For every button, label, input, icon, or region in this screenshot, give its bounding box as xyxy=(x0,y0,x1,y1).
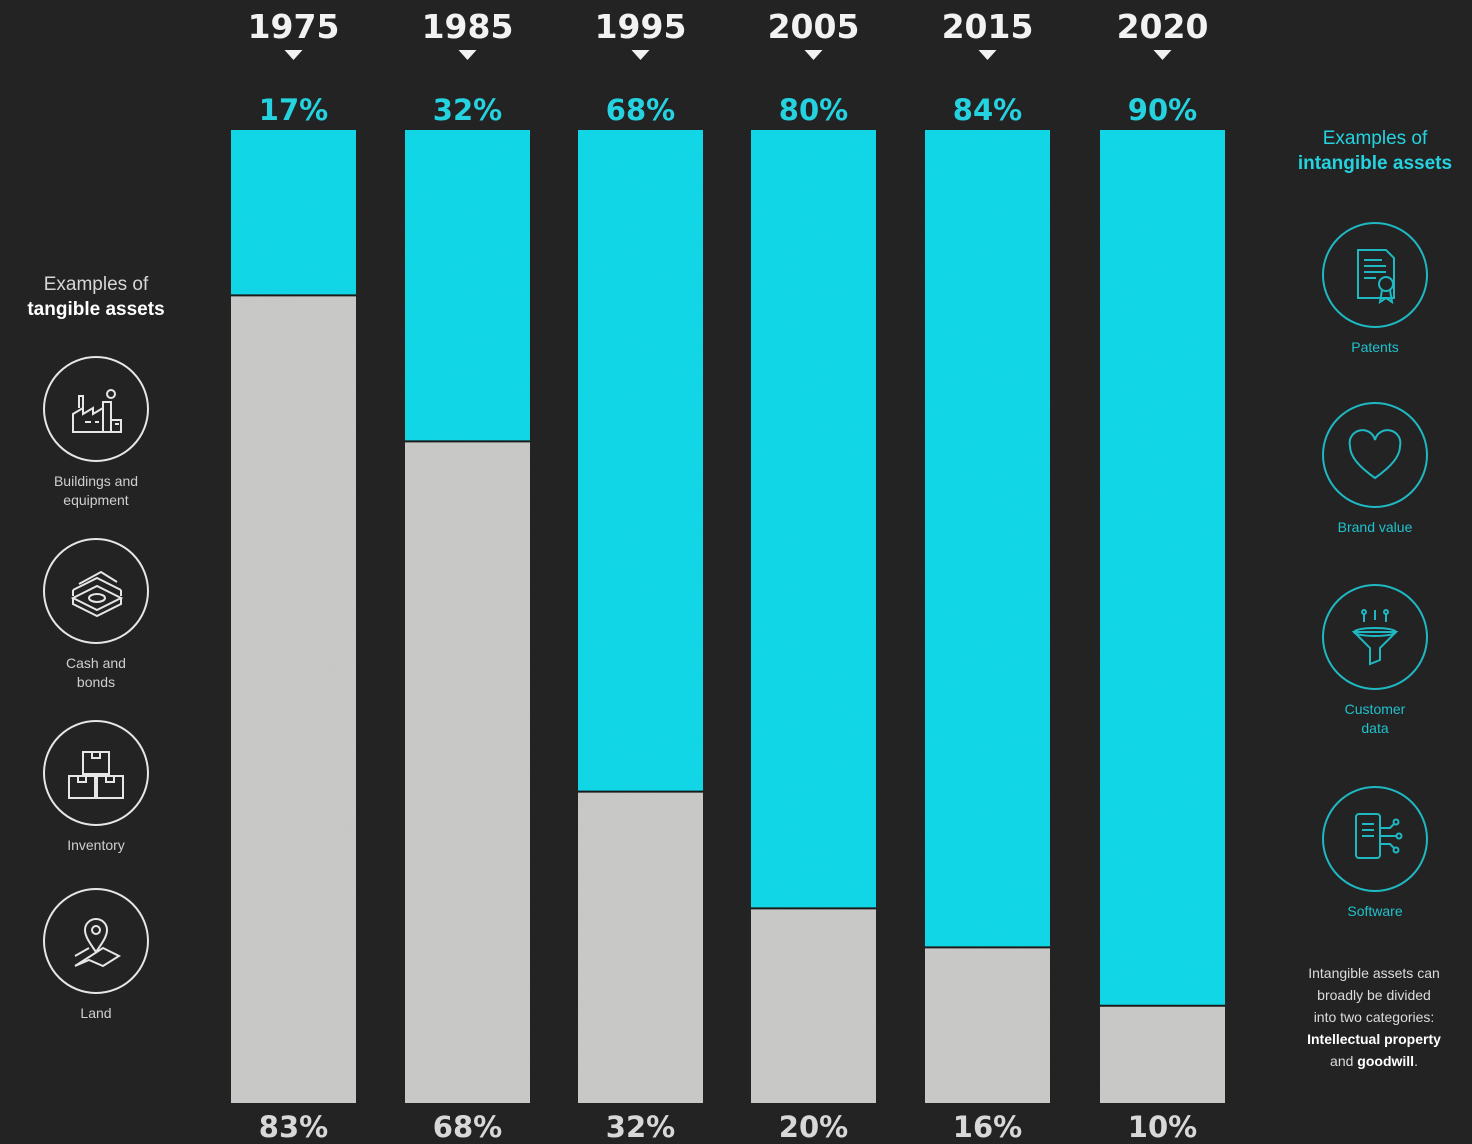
footnote-bold: Intellectual property xyxy=(1307,1031,1441,1047)
year-arrow-icon xyxy=(458,50,477,60)
bar-texture xyxy=(751,908,876,1103)
year-arrow-icon xyxy=(631,50,650,60)
intangible-item-label: Brand value xyxy=(1337,519,1413,535)
data-label-intangible: 32% xyxy=(433,93,502,127)
tangible-assets-panel: Examples of tangible assets xyxy=(10,272,182,322)
year-arrow-icon xyxy=(1153,50,1172,60)
tangible-title-line1: Examples of xyxy=(43,274,149,295)
bar-texture xyxy=(1100,130,1225,1006)
footnote: Intangible assets can broadly be divided… xyxy=(1276,962,1472,1072)
x-tick-label: 2015 xyxy=(942,7,1034,46)
intangible-item-label: Customer data xyxy=(1344,701,1406,736)
phone-circuit-icon xyxy=(1322,786,1428,892)
bar-texture xyxy=(925,947,1050,1103)
tangible-panel-title: Examples of tangible assets xyxy=(10,272,182,322)
certificate-icon xyxy=(1322,222,1428,328)
tangible-item-label: Inventory xyxy=(67,837,125,853)
footnote-connector: and xyxy=(1330,1053,1354,1069)
year-arrow-icon xyxy=(804,50,823,60)
heart-icon xyxy=(1322,402,1428,508)
data-label-intangible: 90% xyxy=(1128,93,1197,127)
data-label-tangible: 10% xyxy=(1128,1110,1197,1144)
bar-texture xyxy=(751,130,876,909)
data-label-tangible: 68% xyxy=(433,1110,502,1144)
data-label-intangible: 80% xyxy=(779,93,848,127)
tangible-item-buildings: Buildings and equipment xyxy=(11,356,181,510)
bar-texture xyxy=(925,130,1050,948)
x-tick-label: 2020 xyxy=(1117,7,1209,46)
factory-icon xyxy=(43,356,149,462)
intangible-item-label: Software xyxy=(1347,903,1403,919)
x-tick-label: 2005 xyxy=(768,7,860,46)
year-arrow-icon xyxy=(284,50,303,60)
data-label-tangible: 20% xyxy=(779,1110,848,1144)
data-label-intangible: 68% xyxy=(606,93,675,127)
data-label-tangible: 16% xyxy=(953,1110,1022,1144)
intangible-assets-panel: Examples of intangible assets xyxy=(1278,126,1472,176)
data-label-intangible: 84% xyxy=(953,93,1022,127)
tangible-item-label: Buildings and equipment xyxy=(53,473,139,508)
tangible-item-inventory: Inventory xyxy=(11,720,181,855)
boxes-icon xyxy=(43,720,149,826)
funnel-icon xyxy=(1322,584,1428,690)
bar-texture xyxy=(231,130,356,296)
x-tick-label: 1985 xyxy=(422,7,514,46)
x-tick-label: 1995 xyxy=(595,7,687,46)
x-tick-label: 1975 xyxy=(248,7,340,46)
intangible-item-software: Software xyxy=(1290,786,1460,921)
bar-texture xyxy=(231,295,356,1103)
year-arrow-icon xyxy=(978,50,997,60)
tangible-item-label: Land xyxy=(80,1005,112,1021)
intangible-item-label: Patents xyxy=(1351,339,1399,355)
data-label-tangible: 32% xyxy=(606,1110,675,1144)
intangible-title-line1: Examples of xyxy=(1322,128,1428,149)
intangible-item-brand: Brand value xyxy=(1290,402,1460,537)
bar-texture xyxy=(405,441,530,1103)
footnote-end: . xyxy=(1414,1053,1418,1069)
intangible-panel-title: Examples of intangible assets xyxy=(1278,126,1472,176)
map-pin-icon xyxy=(43,888,149,994)
footnote-bold: goodwill xyxy=(1357,1053,1415,1069)
tangible-item-cash: Cash and bonds xyxy=(11,538,181,692)
tangible-item-land: Land xyxy=(11,888,181,1023)
bar-texture xyxy=(578,791,703,1103)
money-stack-icon xyxy=(43,538,149,644)
intangible-title-line2: intangible assets xyxy=(1297,153,1453,174)
tangible-title-line2: tangible assets xyxy=(27,299,165,320)
bar-texture xyxy=(1100,1005,1225,1103)
intangible-item-customer-data: Customer data xyxy=(1290,584,1460,738)
intangible-item-patents: Patents xyxy=(1290,222,1460,357)
data-label-tangible: 83% xyxy=(259,1110,328,1144)
footnote-line: into two categories: xyxy=(1313,1009,1435,1025)
data-label-intangible: 17% xyxy=(259,93,328,127)
footnote-line: Intangible assets can xyxy=(1308,965,1440,981)
footnote-line: broadly be divided xyxy=(1317,987,1431,1003)
bar-texture xyxy=(405,130,530,442)
bar-texture xyxy=(578,130,703,792)
tangible-item-label: Cash and bonds xyxy=(66,655,126,690)
